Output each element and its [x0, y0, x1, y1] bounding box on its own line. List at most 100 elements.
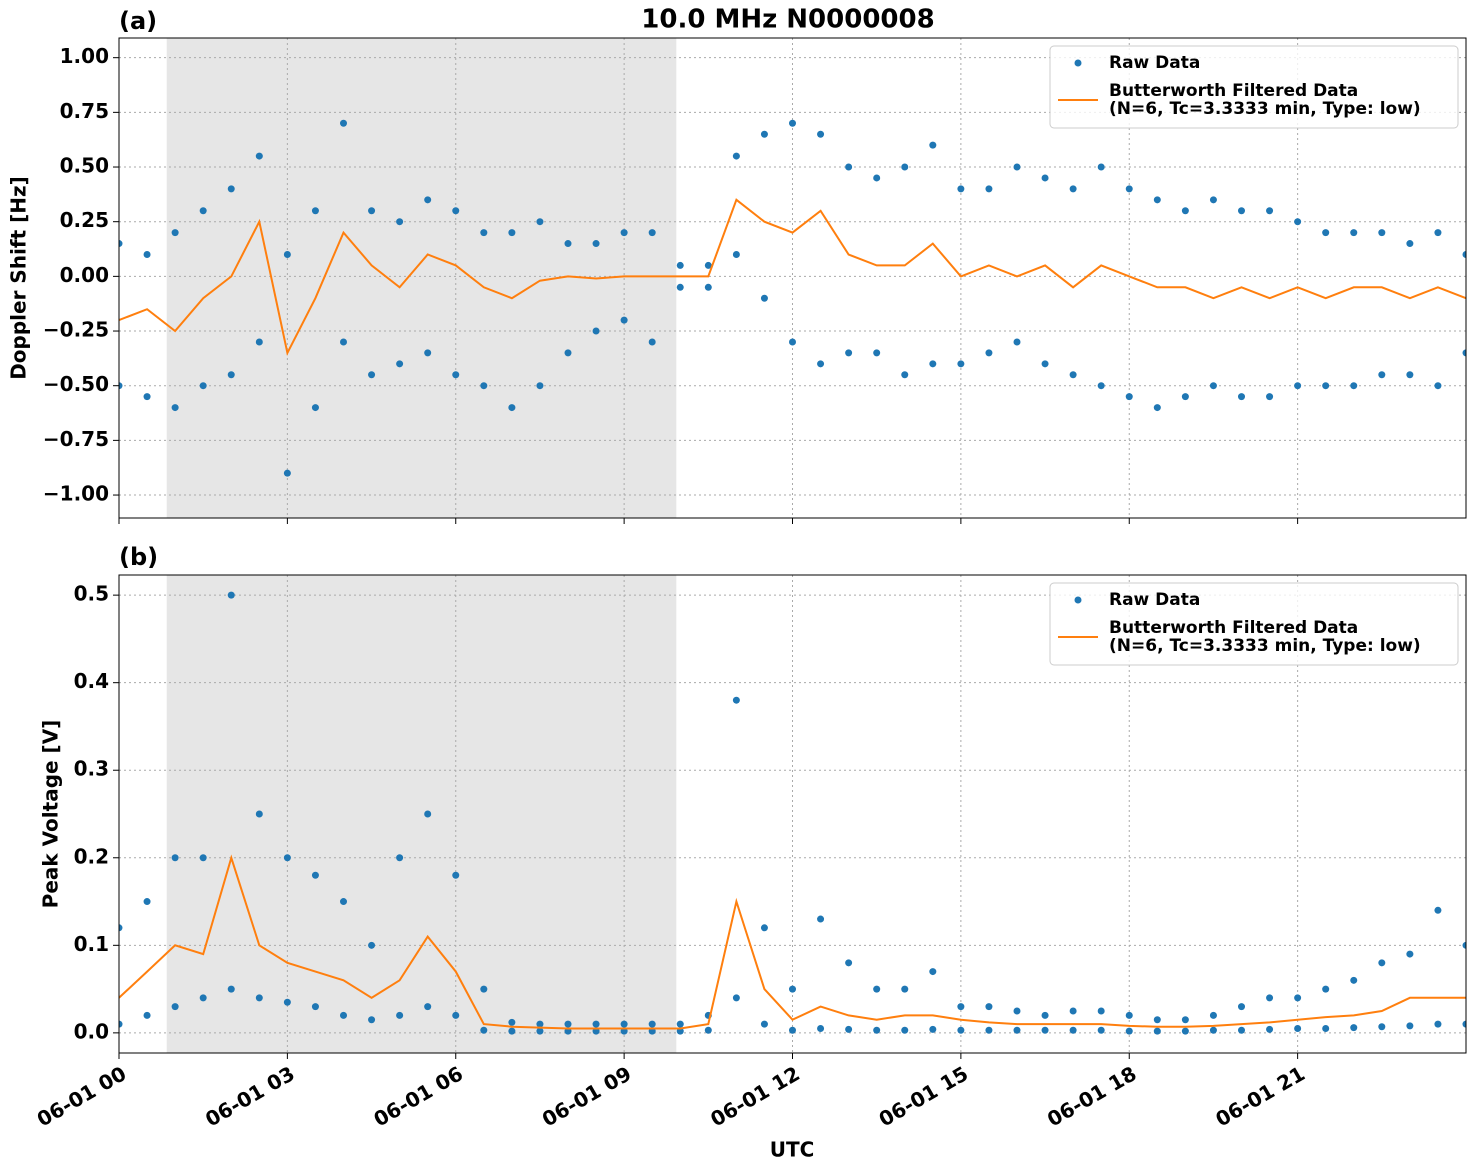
legend-box — [1049, 582, 1459, 666]
raw-point — [648, 1020, 656, 1028]
raw-point — [845, 959, 853, 967]
raw-point — [901, 985, 909, 993]
raw-point — [901, 1026, 909, 1034]
raw-point — [340, 119, 347, 127]
raw-point — [1350, 229, 1358, 237]
x-tick-label: 06-01 21 — [1211, 1061, 1309, 1131]
raw-point — [901, 163, 909, 171]
raw-point — [985, 1026, 993, 1034]
raw-point — [957, 360, 965, 368]
raw-point — [368, 941, 376, 949]
raw-point — [1097, 1026, 1105, 1034]
raw-point — [1406, 240, 1414, 248]
raw-point — [1097, 382, 1105, 390]
raw-point — [1181, 1027, 1189, 1035]
filtered-line — [119, 854, 1466, 1030]
raw-point — [732, 152, 740, 160]
raw-point — [592, 1020, 600, 1028]
y-tick-label: 0.4 — [74, 669, 109, 693]
raw-point — [985, 1003, 993, 1011]
raw-point — [311, 207, 319, 215]
y-axis-label: Doppler Shift [Hz] — [7, 176, 31, 380]
raw-point — [1013, 338, 1021, 346]
raw-point — [1238, 207, 1245, 215]
y-tick-label: 0.50 — [60, 154, 109, 178]
raw-point — [199, 207, 207, 215]
x-tick-label: 06-01 15 — [875, 1061, 973, 1131]
raw-point — [1069, 1026, 1077, 1034]
raw-point — [480, 985, 488, 993]
raw-point — [1266, 207, 1274, 215]
raw-point — [1209, 1011, 1217, 1019]
raw-point — [1181, 1016, 1189, 1024]
raw-point — [1041, 360, 1049, 368]
raw-point — [1153, 1027, 1161, 1035]
raw-point — [564, 240, 572, 248]
raw-point — [1125, 1011, 1133, 1019]
raw-point — [1378, 959, 1386, 967]
raw-point — [452, 207, 460, 215]
legend-marker — [1074, 596, 1082, 604]
raw-point — [311, 404, 319, 412]
raw-point — [985, 185, 993, 193]
raw-point — [536, 1020, 544, 1028]
legend-box — [1049, 45, 1459, 129]
y-tick-label: 0.1 — [74, 932, 109, 956]
raw-point — [1294, 382, 1302, 390]
raw-point — [340, 338, 347, 346]
raw-point — [424, 810, 432, 818]
x-tick-label: 06-01 03 — [201, 1061, 299, 1131]
raw-point — [1153, 1016, 1161, 1024]
chart-title: 10.0 MHz N0000008 — [641, 5, 934, 35]
raw-point — [1378, 1023, 1386, 1031]
raw-point — [536, 382, 544, 390]
raw-point — [1125, 185, 1133, 193]
raw-point — [199, 382, 207, 390]
raw-point — [311, 1003, 319, 1011]
raw-point — [1322, 382, 1330, 390]
raw-point — [845, 349, 853, 357]
raw-point — [648, 229, 656, 237]
raw-point — [227, 591, 235, 599]
raw-point — [1406, 371, 1414, 379]
raw-point — [508, 1018, 516, 1026]
raw-point — [1069, 371, 1077, 379]
y-tick-label: −1.00 — [43, 482, 109, 506]
raw-point — [1209, 382, 1217, 390]
raw-point — [1069, 185, 1077, 193]
raw-point — [873, 985, 881, 993]
raw-point — [1181, 207, 1189, 215]
raw-point — [1069, 1007, 1077, 1015]
legend-label: Butterworth Filtered Data (N=6, Tc=3.3333… — [1109, 81, 1421, 119]
raw-point — [1097, 163, 1105, 171]
raw-point — [1434, 229, 1442, 237]
y-tick-label: 0.5 — [74, 582, 109, 606]
raw-point — [255, 152, 263, 160]
raw-point — [1153, 404, 1161, 412]
raw-point — [732, 994, 740, 1002]
raw-point — [985, 349, 993, 357]
shaded-span — [166, 575, 677, 1053]
raw-point — [255, 994, 263, 1002]
raw-point — [929, 968, 937, 976]
raw-point — [1238, 1003, 1245, 1011]
raw-point — [648, 338, 656, 346]
raw-point — [1322, 985, 1330, 993]
raw-point — [789, 338, 796, 346]
plot-frame — [118, 574, 1467, 1054]
filtered-line — [119, 198, 1466, 356]
raw-point — [704, 283, 712, 291]
raw-point — [1350, 1024, 1358, 1032]
raw-point — [396, 854, 404, 862]
raw-point — [873, 349, 881, 357]
x-tick-label: 06-01 00 — [33, 1061, 131, 1131]
y-axis-label: Peak Voltage [V] — [39, 720, 63, 909]
raw-point — [1434, 1020, 1442, 1028]
raw-point — [452, 871, 460, 879]
x-tick-label: 06-01 09 — [538, 1061, 636, 1131]
raw-point — [536, 218, 544, 226]
raw-point — [452, 1011, 460, 1019]
y-tick-label: −0.50 — [43, 372, 109, 396]
raw-point — [311, 871, 319, 879]
raw-point — [929, 360, 937, 368]
